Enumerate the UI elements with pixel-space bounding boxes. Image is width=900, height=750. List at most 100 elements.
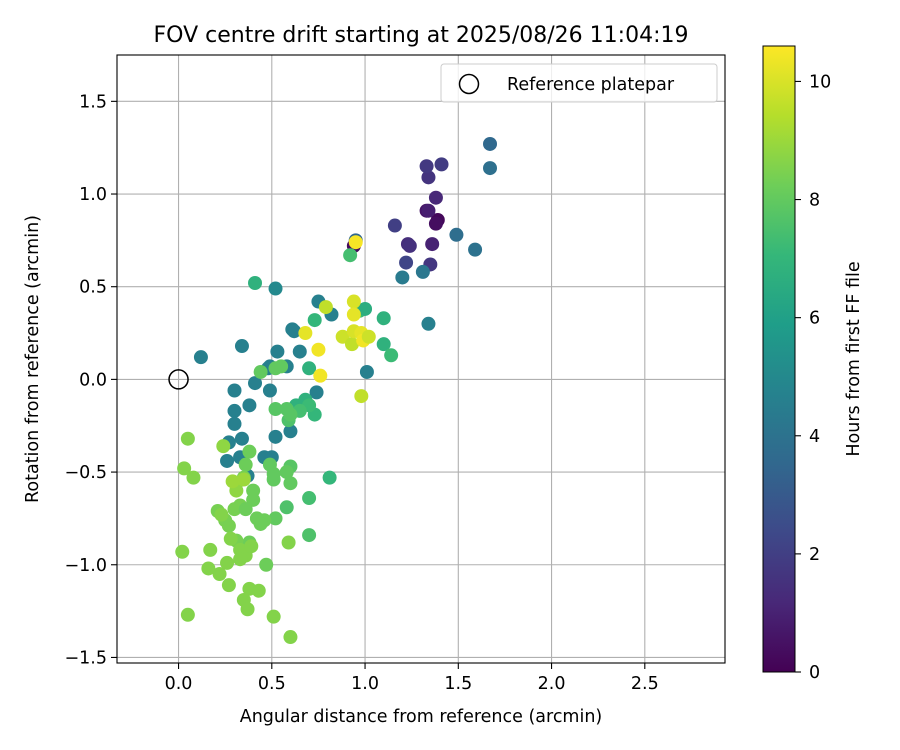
scatter-point xyxy=(274,359,289,374)
scatter-point xyxy=(214,507,229,522)
scatter-point xyxy=(358,301,373,316)
scatter-point xyxy=(240,602,255,617)
legend: Reference platepar xyxy=(440,63,718,103)
scatter-point xyxy=(283,476,298,491)
y-tick-label: 1.5 xyxy=(79,92,107,112)
scatter-point xyxy=(425,237,440,252)
scatter-point xyxy=(376,311,391,326)
scatter-point xyxy=(221,578,236,593)
scatter-point xyxy=(449,227,464,242)
scatter-point xyxy=(307,313,322,328)
scatter-point xyxy=(361,329,376,344)
scatter-point xyxy=(238,457,253,472)
y-tick-label: 0.0 xyxy=(79,370,107,390)
legend-box xyxy=(440,63,718,103)
scatter-point xyxy=(268,429,283,444)
scatter-point xyxy=(227,416,242,431)
scatter-point xyxy=(234,339,249,354)
scatter-point xyxy=(262,383,277,398)
scatter-point xyxy=(177,461,192,476)
colorbar-tick-label: 6 xyxy=(809,309,820,329)
scatter-point xyxy=(220,555,235,570)
scatter-point xyxy=(335,329,350,344)
data-points xyxy=(175,136,498,645)
scatter-point xyxy=(248,376,263,391)
scatter-point xyxy=(483,161,498,176)
scatter-point xyxy=(268,511,283,526)
scatter-point xyxy=(216,439,231,454)
scatter-point xyxy=(242,444,257,459)
scatter-point xyxy=(421,170,436,185)
x-tick-label: 2.5 xyxy=(631,674,659,694)
scatter-point xyxy=(268,402,283,417)
colorbar-label: Hours from first FF file xyxy=(844,261,864,456)
scatter-point xyxy=(415,264,430,279)
scatter-point xyxy=(186,470,201,485)
scatter-point xyxy=(313,368,328,383)
colorbar-tick-label: 8 xyxy=(809,191,820,211)
x-tick-label: 1.5 xyxy=(444,674,472,694)
y-axis-ticks: −1.5 −1.0 −0.5 0.0 0.5 1.0 1.5 xyxy=(65,92,117,668)
scatter-point xyxy=(175,544,190,559)
scatter-point xyxy=(421,316,436,331)
scatter-point xyxy=(251,583,266,598)
x-tick-label: 2.0 xyxy=(538,674,566,694)
x-axis-ticks: 0.0 0.5 1.0 1.5 2.0 2.5 xyxy=(165,663,659,694)
y-tick-label: −1.5 xyxy=(65,648,108,668)
scatter-point xyxy=(302,491,317,506)
x-tick-label: 1.0 xyxy=(351,674,379,694)
scatter-point xyxy=(279,500,294,515)
scatter-point xyxy=(483,136,498,151)
scatter-point xyxy=(283,424,298,439)
scatter-point xyxy=(201,561,216,576)
y-tick-label: 1.0 xyxy=(79,185,107,205)
scatter-point xyxy=(253,516,268,531)
scatter-point xyxy=(227,383,242,398)
scatter-point xyxy=(395,270,410,285)
scatter-point xyxy=(346,307,361,322)
colorbar-tick-label: 0 xyxy=(809,663,820,683)
scatter-point xyxy=(234,431,249,446)
scatter-point xyxy=(279,465,294,480)
scatter-point xyxy=(225,474,240,489)
scatter-point xyxy=(180,607,195,622)
scatter-point xyxy=(227,403,242,418)
x-tick-label: 0.5 xyxy=(258,674,286,694)
scatter-point xyxy=(266,609,281,624)
scatter-point xyxy=(236,472,251,487)
scatter-point xyxy=(428,216,443,231)
scatter-point xyxy=(281,535,296,550)
scatter-point xyxy=(399,255,414,270)
scatter-point xyxy=(223,531,238,546)
scatter-point xyxy=(318,300,333,315)
colorbar-tick-label: 10 xyxy=(809,72,831,92)
scatter-point xyxy=(262,457,277,472)
scatter-point xyxy=(387,218,402,233)
scatter-point xyxy=(292,344,307,359)
x-tick-label: 0.0 xyxy=(165,674,193,694)
scatter-point xyxy=(180,431,195,446)
scatter-point xyxy=(428,190,443,205)
scatter-point xyxy=(344,337,359,352)
scatter-point xyxy=(376,337,391,352)
scatter-point xyxy=(248,276,263,290)
scatter-point xyxy=(346,294,361,309)
scatter-point xyxy=(348,235,363,250)
scatter-point xyxy=(242,398,257,413)
scatter-point xyxy=(468,242,483,257)
scatter-point xyxy=(270,344,285,359)
scatter-point xyxy=(259,557,274,572)
x-axis-label: Angular distance from reference (arcmin) xyxy=(240,707,603,727)
scatter-point xyxy=(343,248,358,263)
chart-title: FOV centre drift starting at 2025/08/26 … xyxy=(154,23,689,48)
scatter-point xyxy=(244,539,259,554)
scatter-point xyxy=(298,326,313,341)
colorbar-ticks: 0 2 4 6 8 10 xyxy=(795,72,831,683)
y-axis-label: Rotation from reference (arcmin) xyxy=(23,215,43,503)
scatter-point xyxy=(212,567,227,582)
y-tick-label: 0.5 xyxy=(79,278,107,298)
colorbar-tick-label: 4 xyxy=(809,427,820,447)
scatter-point xyxy=(238,502,253,517)
scatter-point xyxy=(203,542,218,557)
